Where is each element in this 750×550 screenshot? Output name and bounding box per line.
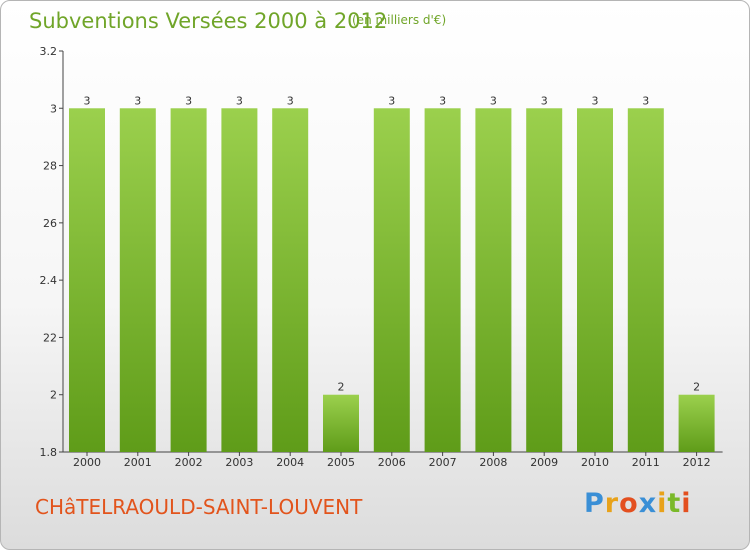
y-tick-label: 2 [50, 389, 57, 402]
x-tick-label: 2000 [73, 456, 101, 469]
y-tick-label: 26 [43, 217, 57, 230]
bar-value-label: 3 [592, 94, 599, 107]
bar [577, 108, 613, 453]
x-tick-label: 2007 [429, 456, 457, 469]
bar [119, 108, 156, 453]
x-tick-label: 2011 [632, 456, 660, 469]
bar [424, 108, 461, 453]
bar [526, 108, 563, 453]
y-tick-label: 3 [50, 102, 57, 115]
x-tick-label: 2012 [683, 456, 711, 469]
x-tick-label: 2008 [479, 456, 507, 469]
y-tick-label: 22 [43, 331, 57, 344]
bar [627, 108, 664, 453]
bar-value-label: 3 [388, 94, 395, 107]
x-tick-label: 2004 [276, 456, 304, 469]
bars: 3 3 3 3 3 2 3 3 3 3 3 3 2 [69, 94, 715, 453]
y-tick-label: 1.8 [40, 446, 58, 459]
bar [170, 108, 207, 453]
bar [475, 108, 512, 453]
bar-value-label: 2 [338, 381, 345, 394]
x-tick-label: 2010 [581, 456, 609, 469]
y-tick-label: 3.2 [40, 45, 58, 58]
x-tick-label: 2001 [124, 456, 152, 469]
bar-value-label: 3 [490, 94, 497, 107]
x-tick-label: 2009 [530, 456, 558, 469]
x-tick-label: 2005 [327, 456, 355, 469]
place-name: CHâTELRAOULD-SAINT-LOUVENT [35, 495, 363, 519]
bar-value-label: 3 [541, 94, 548, 107]
bar-value-label: 2 [693, 381, 700, 394]
y-tick-label: 28 [43, 160, 57, 173]
bar-value-label: 3 [185, 94, 192, 107]
bar-value-label: 3 [439, 94, 446, 107]
chart-unit: (en milliers d'€) [352, 13, 447, 27]
bar-value-label: 3 [84, 94, 91, 107]
bar-value-label: 3 [287, 94, 294, 107]
bar-value-label: 3 [134, 94, 141, 107]
x-tick-label: 2002 [175, 456, 203, 469]
bar [221, 108, 258, 453]
x-tick-label: 2006 [378, 456, 406, 469]
bar [373, 108, 410, 453]
y-tick-label: 2.4 [40, 274, 58, 287]
bar-value-label: 3 [642, 94, 649, 107]
proxiti-logo: Proxiti [584, 488, 692, 519]
x-tick-label: 2003 [225, 456, 253, 469]
bar [323, 394, 359, 452]
bar [678, 394, 715, 452]
bar-value-label: 3 [236, 94, 243, 107]
chart-title: Subventions Versées 2000 à 2012 [29, 9, 388, 33]
bar [272, 108, 309, 453]
bar [69, 108, 105, 453]
